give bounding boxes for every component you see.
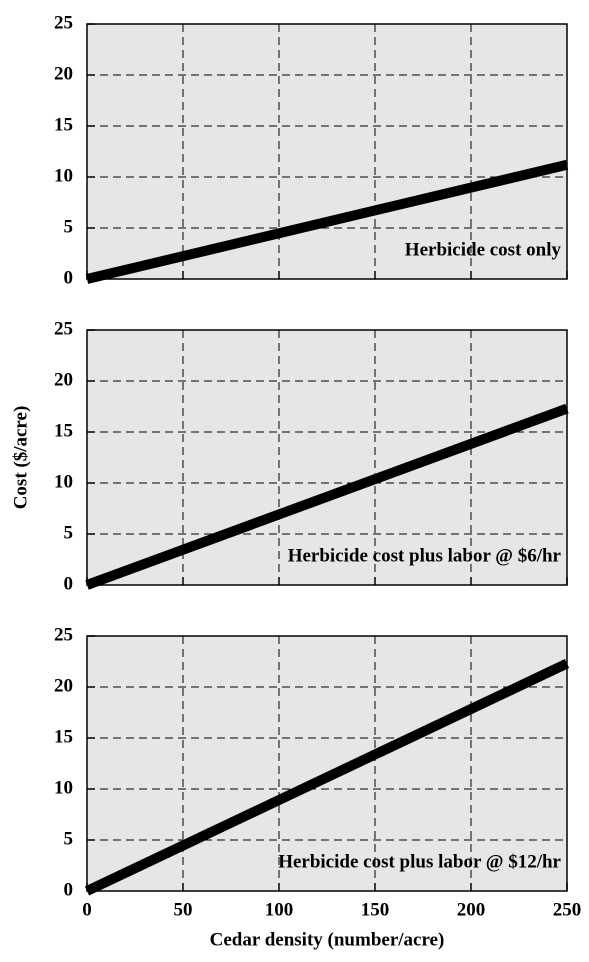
plot-background [87,24,567,279]
y-tick-label: 25 [54,12,73,33]
plot-frame [86,23,568,280]
y-tick-label: 15 [54,420,73,441]
y-tick-label: 0 [64,573,74,594]
y-tick-label: 20 [54,369,73,390]
y-tick-label: 25 [54,624,73,645]
y-tick-label: 0 [64,879,74,900]
y-tick-label: 10 [54,471,73,492]
x-tick-label: 0 [82,899,92,920]
y-tick-label: 5 [64,216,74,237]
annotation: Herbicide cost plus labor @ $6/hr [288,545,562,566]
y-tick-label: 25 [54,318,73,339]
y-tick-label: 10 [54,777,73,798]
data-line [85,403,569,590]
y-axis-label: Cost ($/acre) [10,406,31,510]
annotation: Herbicide cost plus labor @ $12/hr [278,851,561,872]
plot-frame [86,635,568,892]
x-tick-label: 100 [265,899,294,920]
x-tick-label: 250 [553,899,582,920]
y-tick-label: 10 [54,165,73,186]
y-tick-label: 20 [54,63,73,84]
data-line [84,659,570,896]
x-tick-label: 50 [174,899,193,920]
y-tick-label: 5 [64,828,74,849]
plot-frame [86,329,568,586]
y-tick-label: 15 [54,114,73,135]
y-tick-label: 20 [54,675,73,696]
x-axis-label: Cedar density (number/acre) [210,929,445,950]
y-tick-label: 5 [64,522,74,543]
data-line [85,159,569,284]
plot-background [87,330,567,585]
x-tick-label: 150 [361,899,390,920]
y-tick-label: 0 [64,267,74,288]
annotation: Herbicide cost only [405,239,562,260]
x-tick-label: 200 [457,899,486,920]
y-tick-label: 15 [54,726,73,747]
